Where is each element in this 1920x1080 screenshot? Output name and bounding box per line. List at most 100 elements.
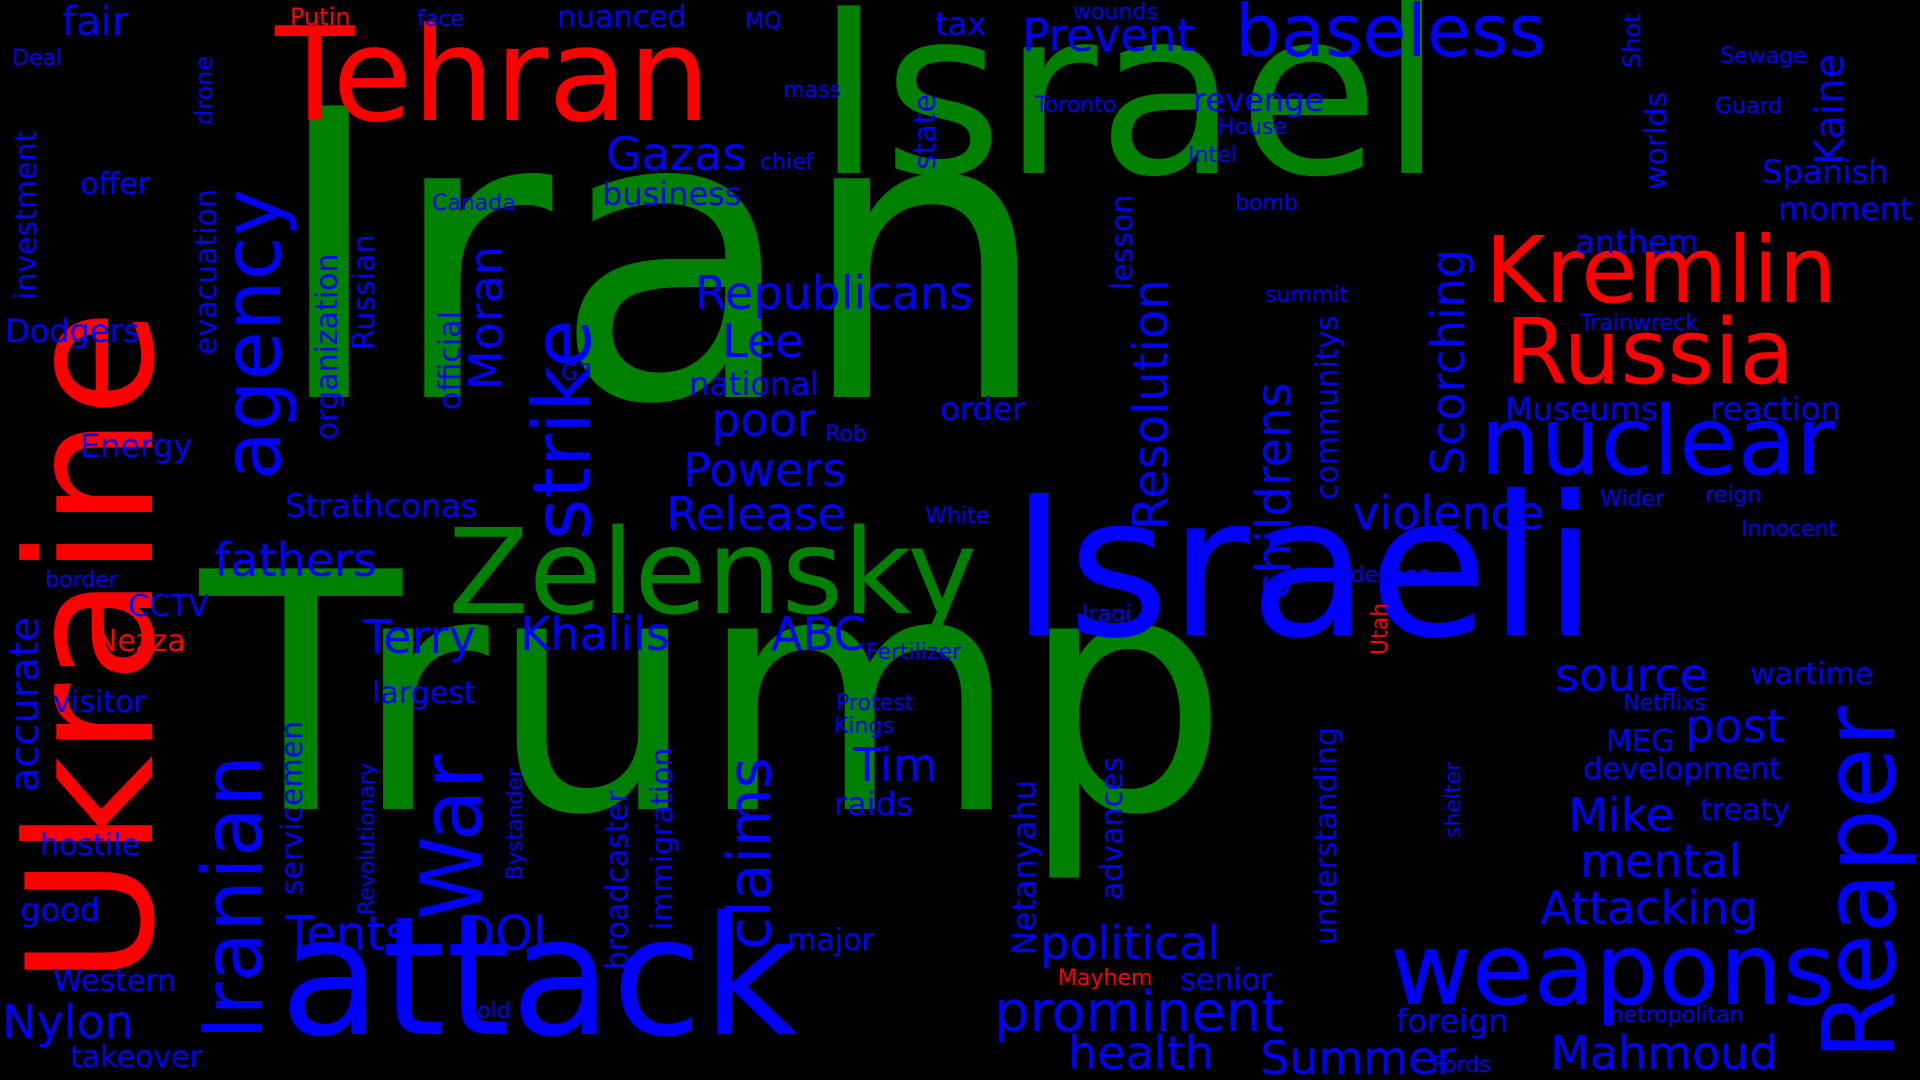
word-rob: Rob: [825, 422, 867, 447]
word-worlds: worlds: [1639, 91, 1674, 190]
word-abc: ABC: [771, 607, 866, 661]
word-strike: strike: [516, 319, 609, 540]
word-childrens: childrens: [1246, 382, 1302, 600]
word-major: major: [787, 923, 874, 958]
word-investment: investment: [9, 130, 44, 300]
word-good: good: [20, 891, 100, 929]
word-treaty: treaty: [1700, 793, 1790, 828]
word-senior: senior: [1180, 963, 1273, 998]
word-reign: reign: [1705, 483, 1762, 508]
word-lesson: lesson: [1105, 194, 1140, 290]
word-nylon: Nylon: [2, 995, 134, 1049]
word-tents: Tents: [285, 906, 410, 962]
word-mass: mass: [783, 78, 841, 103]
word-development: development: [1583, 752, 1781, 787]
word-offer: offer: [80, 167, 150, 202]
word-nuanced: nuanced: [557, 0, 687, 35]
word-kremlin: Kremlin: [1485, 217, 1837, 324]
word-trainwreck: Trainwreck: [1580, 311, 1698, 336]
word-israel: Israel: [815, 0, 1444, 228]
word-energy: Energy: [80, 427, 193, 465]
word-revolutionary: Revolutionary: [355, 762, 380, 915]
word-prevent: Prevent: [1022, 9, 1195, 62]
word-netanyahu: Netanyahu: [1005, 779, 1043, 955]
word-war: War: [403, 754, 502, 920]
word-takeover: takeover: [70, 1040, 202, 1075]
word-immigration: immigration: [645, 747, 680, 930]
word-bomb: bomb: [1235, 191, 1298, 216]
word-summit: summit: [1265, 283, 1349, 308]
word-russian: Russian: [347, 234, 382, 350]
word-western: Western: [53, 964, 177, 999]
word-reaction: reaction: [1710, 390, 1841, 428]
word-tehran: Tehran: [275, 0, 711, 151]
word-communitys: communitys: [1310, 315, 1345, 500]
word-iranian: Iranian: [186, 754, 281, 1040]
word-accurate: accurate: [2, 616, 48, 792]
word-claims: claims: [715, 757, 785, 950]
word-post: post: [1685, 699, 1785, 753]
word-utah: Utah: [1368, 602, 1393, 655]
word-political: political: [1040, 916, 1220, 970]
word-summer: Summer: [1260, 1031, 1456, 1080]
word-release: Release: [666, 487, 846, 541]
word-protest: Protest: [836, 691, 914, 716]
word-wider: Wider: [1600, 487, 1664, 512]
word-prominent: prominent: [994, 980, 1284, 1045]
word-evacuation: evacuation: [189, 189, 224, 355]
word-mayhem: Mayhem: [1058, 966, 1153, 991]
word-putin: Putin: [290, 3, 351, 31]
word-source: source: [1555, 648, 1708, 702]
word-kings: Kings: [834, 714, 894, 739]
word-reaper: Reaper: [1801, 706, 1918, 1060]
word-metropolitan: metropolitan: [1602, 1003, 1744, 1028]
word-canada: Canada: [432, 191, 516, 216]
word-terry: Terry: [363, 610, 476, 664]
word-visitor: visitor: [53, 685, 146, 720]
word-gazas: Gazas: [606, 127, 747, 181]
word-fords: Fords: [1431, 1053, 1491, 1078]
word-wounds: wounds: [1073, 0, 1158, 25]
word-intel: Intel: [1188, 143, 1237, 168]
word-drone: drone: [190, 55, 218, 125]
word-business: business: [602, 175, 742, 213]
word-understanding: understanding: [1309, 726, 1344, 945]
word-cctv: CCTV: [128, 589, 209, 624]
word-kaine: Kaine: [1807, 53, 1853, 165]
word-sewage: Sewage: [1720, 44, 1807, 69]
word-face: face: [417, 7, 464, 32]
word-nezza: Nezza: [95, 624, 186, 659]
word-republicans: Republicans: [695, 266, 973, 320]
word-white: White: [925, 504, 989, 529]
word-hostile: hostile: [40, 828, 140, 863]
word-wartime: wartime: [1750, 657, 1874, 692]
word-weapons: weapons: [1390, 911, 1835, 1028]
word-official: official: [433, 311, 468, 410]
word-shelter: shelter: [1441, 761, 1466, 838]
word-sidelines: sidelines: [1333, 563, 1430, 588]
word-old: old: [477, 999, 511, 1024]
word-organization: organization: [310, 253, 345, 440]
word-strathconas: Strathconas: [285, 487, 478, 525]
word-tim: Tim: [853, 738, 938, 792]
word-meg: MEG: [1606, 724, 1675, 759]
word-attacking: Attacking: [1540, 881, 1758, 935]
word-moment: moment: [1778, 190, 1913, 228]
word-lee: Lee: [722, 314, 804, 368]
word-raids: raids: [834, 785, 913, 823]
word-iraqi: Iraqi: [1082, 602, 1132, 627]
word-doj: DOJ: [458, 906, 547, 962]
word-house: House: [1218, 115, 1287, 140]
word-state: state: [908, 94, 943, 170]
word-fertilizer: Fertilizer: [866, 640, 962, 665]
word-order: order: [940, 390, 1026, 428]
word-israeli: Israeli: [1010, 454, 1598, 681]
word-innocent: Innocent: [1741, 517, 1838, 542]
word-advances: advances: [1095, 756, 1130, 900]
word-g7: G7: [561, 361, 593, 386]
word-mq: MQ: [745, 9, 782, 34]
word-violence: violence: [1352, 486, 1544, 540]
word-border: border: [45, 568, 118, 593]
word-moran: Moran: [459, 245, 513, 390]
word-khalils: Khalils: [520, 607, 670, 661]
